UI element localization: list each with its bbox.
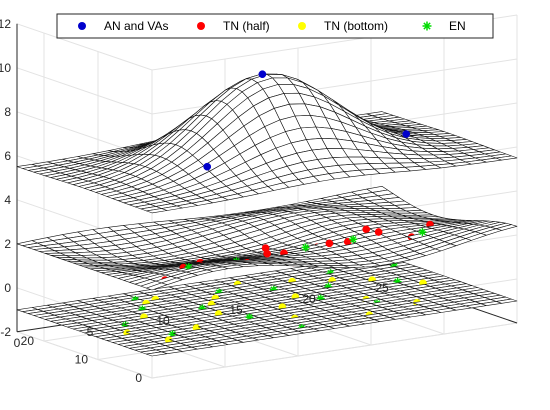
x-tick-label: 5 <box>87 325 94 339</box>
x-tick-label: 25 <box>375 281 389 295</box>
surface-facet <box>495 155 518 161</box>
x-tick-label: 15 <box>229 303 243 317</box>
legend-label: AN and VAs <box>104 19 168 33</box>
surface-facet <box>495 224 518 231</box>
data-point <box>418 228 427 236</box>
data-point <box>301 243 310 252</box>
z-tick-label: 0 <box>4 281 11 295</box>
z-tick-label: 4 <box>4 193 11 207</box>
legend-marker <box>78 22 86 30</box>
y-tick-label: 10 <box>75 353 89 367</box>
z-tick-label: 8 <box>4 105 11 119</box>
legend-label: TN (half) <box>223 19 270 33</box>
legend-box <box>56 13 494 39</box>
data-point <box>349 235 358 244</box>
legend-marker <box>422 21 432 31</box>
data-point <box>263 249 272 258</box>
z-tick-label: 10 <box>0 61 11 75</box>
legend-label: EN <box>449 19 466 33</box>
z-tick-label: 2 <box>4 237 11 251</box>
legend-label: TN (bottom) <box>324 19 388 33</box>
data-point <box>203 162 212 171</box>
z-tick-label: -2 <box>0 325 11 339</box>
z-tick-label: 6 <box>4 149 11 163</box>
x-tick-label: 20 <box>302 292 316 306</box>
legend: AN and VAs TN (half) TN (bottom) EN <box>56 13 494 39</box>
surfaces <box>16 70 518 357</box>
x-tick-label: 0 <box>14 336 21 350</box>
data-point <box>362 225 371 234</box>
y-tick-label: 0 <box>135 371 142 385</box>
data-point <box>258 70 267 79</box>
z-tick-label: 12 <box>0 17 11 31</box>
y-tick-label: 20 <box>21 334 35 348</box>
legend-marker <box>197 22 205 30</box>
data-point <box>325 239 334 248</box>
surface-facet <box>495 298 518 304</box>
x-tick-label: 10 <box>156 314 170 328</box>
data-point <box>374 228 383 236</box>
data-point <box>402 130 411 138</box>
legend-marker <box>298 22 306 30</box>
